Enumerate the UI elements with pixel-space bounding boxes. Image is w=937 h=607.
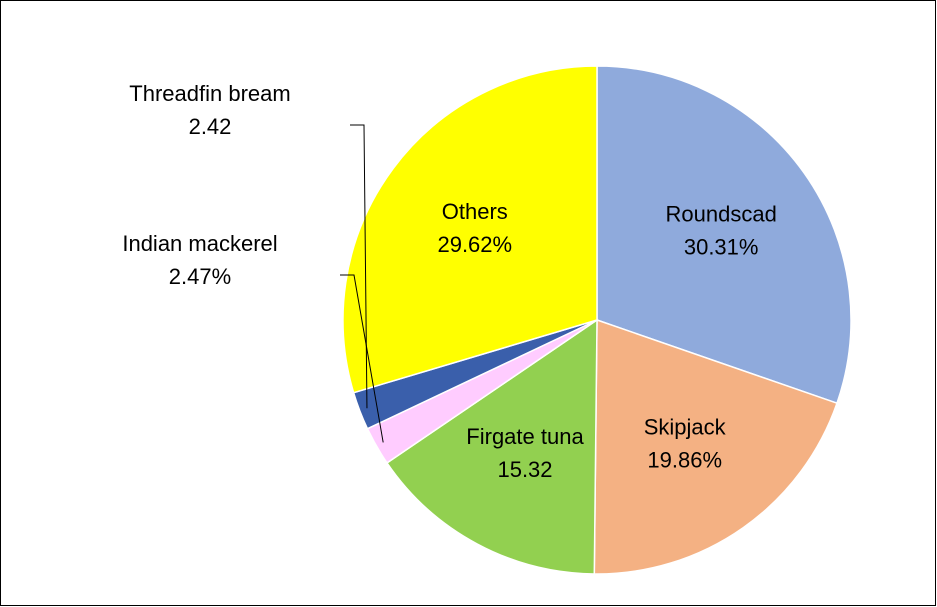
slice-label: Threadfin bream [129, 81, 290, 106]
slice-value-label: 15.32 [497, 457, 552, 482]
slice-value-label: 2.47% [169, 264, 231, 289]
slice-label: Indian mackerel [122, 231, 277, 256]
slice-value-label: 30.31% [684, 234, 759, 259]
pie-slice [593, 318, 838, 575]
slice-label: Roundscad [666, 201, 777, 226]
pie-slice [342, 65, 598, 394]
pie-slice [596, 65, 852, 405]
slice-label: Firgate tuna [466, 424, 584, 449]
slice-label: Skipjack [644, 414, 727, 439]
leader-line [350, 124, 368, 409]
pie-slice [385, 318, 598, 575]
leader-line [340, 274, 384, 443]
slice-value-label: 2.42 [189, 114, 232, 139]
slice-value-label: 19.86% [647, 447, 722, 472]
slice-value-label: 29.62% [437, 232, 512, 257]
slice-label: Others [442, 199, 508, 224]
